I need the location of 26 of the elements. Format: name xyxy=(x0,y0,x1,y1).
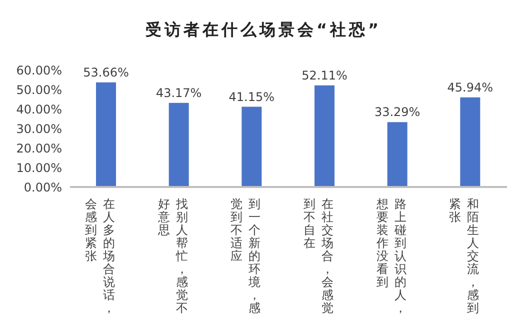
data-label: 45.94% xyxy=(447,80,494,94)
category-label: 路上碰到认识的人，想要装作没看到 xyxy=(376,197,406,315)
category-label: 在社交场合，会感觉到不自在 xyxy=(303,197,334,315)
category-label: 找别人帮忙，感觉不好意思 xyxy=(158,197,188,315)
bar xyxy=(168,102,189,187)
bar xyxy=(387,122,408,187)
y-tick-label: 10.00% xyxy=(16,160,62,175)
y-tick-label: 30.00% xyxy=(16,122,62,136)
bar xyxy=(314,85,334,187)
y-tick-label: 50.00% xyxy=(16,82,62,97)
data-label: 52.11% xyxy=(302,68,348,82)
y-tick-label: 60.00% xyxy=(16,63,62,78)
y-tick-label: 40.00% xyxy=(16,102,62,116)
data-label: 43.17% xyxy=(156,86,202,100)
data-label: 41.15% xyxy=(228,90,275,104)
category-label: 在人多的场合说话，会感到紧张 xyxy=(84,197,115,315)
data-label: 33.29% xyxy=(374,105,420,120)
y-tick-label: 20.00% xyxy=(16,141,62,156)
bar xyxy=(460,97,480,187)
bar xyxy=(96,82,116,187)
chart-title: 受访者在什么场景会“社恐” xyxy=(144,20,383,41)
y-tick-label: 0.00% xyxy=(24,180,62,194)
bar xyxy=(242,106,262,187)
category-label: 和陌生人交流，感到紧张 xyxy=(449,197,480,315)
category-label: 到一个新的环境，感觉到不适应 xyxy=(230,197,261,315)
data-label: 53.66% xyxy=(83,65,129,80)
